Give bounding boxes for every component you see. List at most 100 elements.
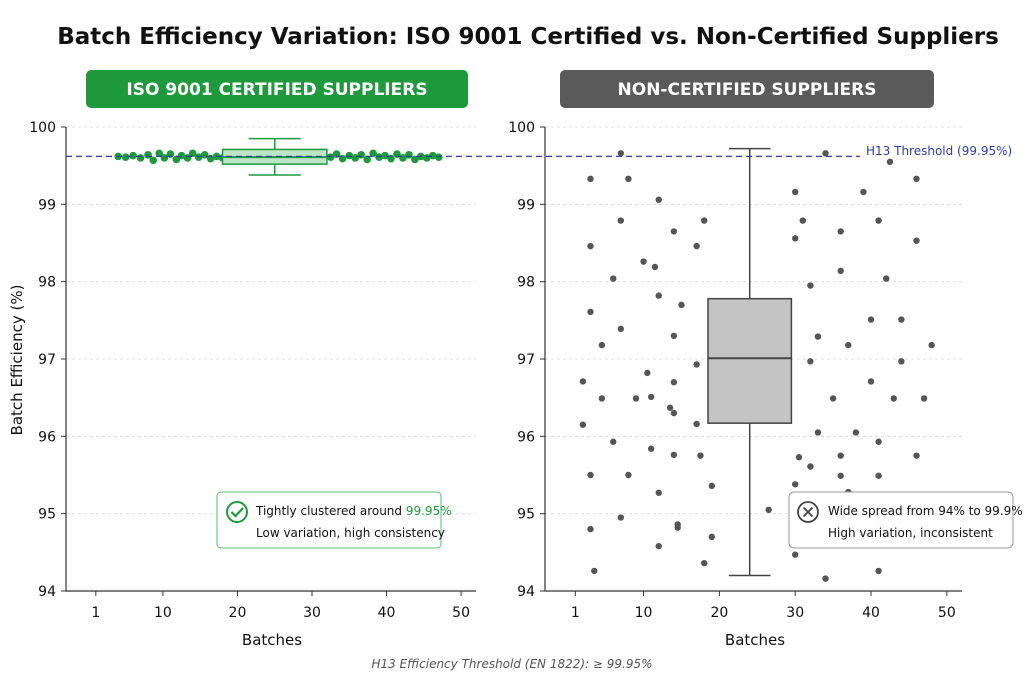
y-tick-label-left: 99 bbox=[38, 197, 56, 213]
y-tick-label-left: 95 bbox=[38, 507, 56, 523]
y-tick-label-left: 97 bbox=[38, 352, 56, 368]
footnote: H13 Efficiency Threshold (EN 1822): ≥ 99… bbox=[371, 657, 652, 671]
data-point-right bbox=[792, 188, 799, 196]
y-tick-label-left: 96 bbox=[38, 429, 56, 445]
data-point-right bbox=[632, 395, 640, 402]
data-point-left bbox=[188, 149, 197, 158]
note-certified-box bbox=[216, 491, 442, 549]
data-point-right bbox=[651, 263, 659, 271]
data-point-left bbox=[357, 151, 366, 159]
data-point-right bbox=[875, 472, 882, 479]
check-mark-icon bbox=[230, 507, 244, 518]
data-point-right bbox=[647, 445, 655, 452]
data-point-right bbox=[655, 489, 662, 496]
data-point-right bbox=[814, 429, 822, 436]
data-point-right bbox=[666, 404, 674, 411]
data-point-left bbox=[428, 151, 437, 160]
box-iqr-right bbox=[707, 297, 793, 424]
banner-noncertified-bg bbox=[560, 70, 934, 108]
data-point-right bbox=[795, 454, 803, 461]
panel-left: 94 95 96 97 98 99 100 1 10 20 30 40 50 bbox=[29, 120, 860, 621]
data-point-right bbox=[920, 395, 928, 402]
data-point-left bbox=[363, 155, 371, 164]
banner-noncertified: NON-CERTIFIED SUPPLIERS bbox=[618, 80, 877, 100]
data-point-right bbox=[701, 559, 708, 567]
data-point-right bbox=[708, 533, 715, 541]
data-point-right bbox=[587, 525, 594, 533]
data-point-right bbox=[875, 217, 882, 224]
data-point-right bbox=[693, 361, 700, 368]
x-tick-label-right: 30 bbox=[786, 605, 804, 621]
note-certified: Tightly clustered around 99.95% Low vari… bbox=[216, 491, 452, 549]
data-point-right bbox=[598, 395, 606, 402]
data-point-left bbox=[155, 149, 163, 158]
data-point-right bbox=[655, 542, 662, 550]
data-point-right bbox=[598, 341, 606, 349]
note-certified-value: 99.95% bbox=[406, 504, 452, 518]
data-point-right bbox=[913, 452, 920, 459]
y-axis-label: Batch Efficiency (%) bbox=[8, 285, 26, 436]
data-point-right bbox=[591, 567, 598, 575]
y-tick-label-right: 94 bbox=[517, 584, 535, 600]
data-point-right bbox=[928, 341, 935, 349]
data-point-right bbox=[845, 341, 852, 349]
y-tick-label-right: 95 bbox=[517, 507, 535, 523]
data-point-left bbox=[369, 149, 377, 158]
note-certified-line2: Low variation, high consistency bbox=[256, 526, 445, 540]
note-noncertified-line2: High variation, inconsistent bbox=[828, 526, 993, 540]
data-point-left bbox=[326, 153, 335, 161]
data-point-right bbox=[799, 217, 806, 224]
data-point-right bbox=[693, 420, 700, 428]
data-point-left bbox=[434, 153, 443, 161]
data-point-left bbox=[177, 151, 186, 160]
data-point-right bbox=[617, 217, 625, 224]
x-circle-icon bbox=[797, 501, 819, 523]
data-point-right bbox=[617, 514, 625, 521]
data-point-right bbox=[579, 421, 587, 428]
data-point-right bbox=[913, 175, 920, 183]
data-point-right bbox=[886, 158, 894, 165]
x-tick-label-right: 40 bbox=[862, 605, 880, 621]
y-tick-label-right: 97 bbox=[517, 352, 535, 368]
data-point-right bbox=[890, 395, 897, 402]
data-point-right bbox=[655, 196, 662, 203]
data-point-right bbox=[610, 275, 617, 282]
data-point-right bbox=[882, 275, 890, 282]
y-tick-label-right: 98 bbox=[517, 275, 535, 291]
y-tick-label-right: 99 bbox=[517, 197, 535, 213]
note-noncertified: Wide spread from 94% to 99.9% High varia… bbox=[788, 491, 1023, 549]
x-mark-icon bbox=[802, 506, 814, 518]
data-point-right bbox=[670, 332, 678, 339]
data-point-right bbox=[655, 292, 662, 299]
data-point-right bbox=[837, 228, 844, 235]
data-point-right bbox=[807, 463, 814, 470]
x-tick-label-right: 1 bbox=[571, 605, 580, 621]
note-noncertified-box bbox=[788, 491, 1014, 549]
note-certified-prefix: Tightly clustered around bbox=[255, 504, 406, 518]
data-point-right bbox=[829, 395, 837, 402]
data-point-right bbox=[670, 379, 678, 386]
data-point-right bbox=[644, 369, 651, 377]
y-tick-label-right: 100 bbox=[508, 120, 535, 136]
data-point-left bbox=[405, 151, 413, 159]
data-point-right bbox=[674, 524, 681, 531]
x-tick-label-left: 40 bbox=[378, 605, 396, 621]
data-point-right bbox=[898, 316, 905, 323]
y-tick-label-left: 94 bbox=[38, 584, 56, 600]
data-point-left bbox=[172, 155, 181, 164]
data-point-right bbox=[625, 471, 632, 479]
data-point-right bbox=[792, 235, 799, 242]
data-point-right bbox=[860, 188, 867, 196]
data-point-left bbox=[375, 153, 383, 161]
data-point-right bbox=[587, 242, 594, 250]
data-point-left bbox=[194, 153, 203, 161]
x-tick-label-right: 50 bbox=[938, 605, 956, 621]
data-point-right bbox=[837, 267, 844, 275]
banner-certified-bg bbox=[86, 70, 468, 108]
data-point-right bbox=[807, 358, 814, 365]
data-point-right bbox=[875, 567, 882, 575]
data-point-left bbox=[149, 156, 158, 165]
x-tick-label-left: 20 bbox=[229, 605, 247, 621]
